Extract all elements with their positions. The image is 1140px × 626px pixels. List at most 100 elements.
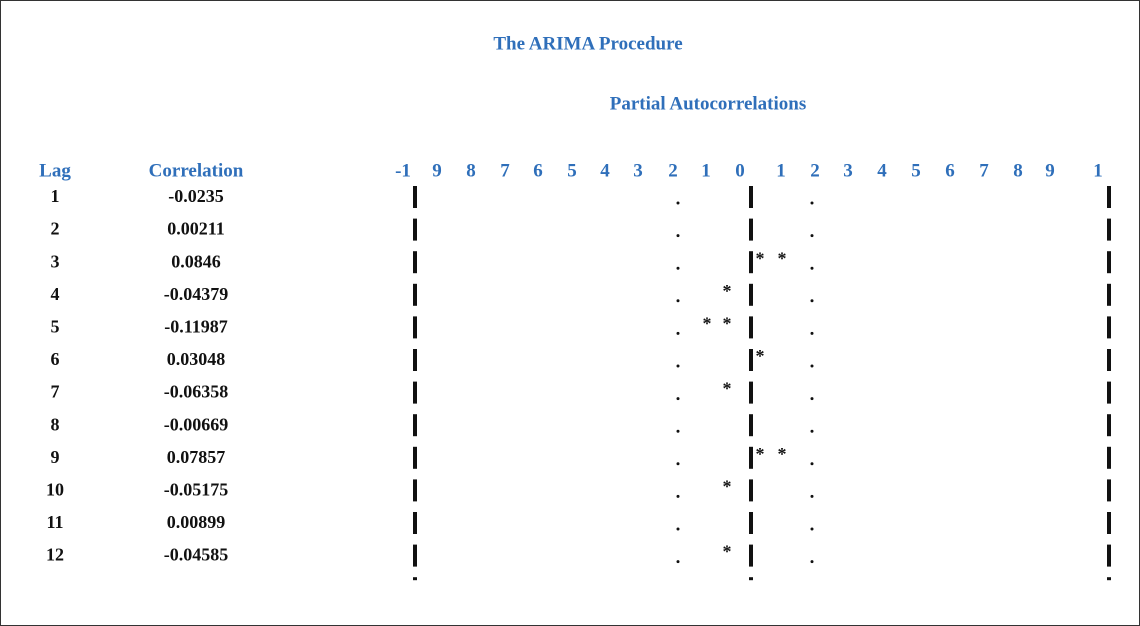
axis-bar <box>749 251 753 274</box>
limit-dot <box>810 364 814 368</box>
star: * <box>723 542 732 562</box>
axis-bar <box>749 544 753 567</box>
axis-bar <box>749 349 753 371</box>
axis-bar-end <box>1107 577 1111 581</box>
lag: 1 <box>51 186 60 206</box>
limit-dot <box>810 462 814 466</box>
scale-label: 2 <box>668 160 678 181</box>
star: * <box>723 477 732 497</box>
lag: 4 <box>51 284 60 304</box>
subtitle: Partial Autocorrelations <box>610 93 806 114</box>
limit-dot <box>676 494 680 498</box>
scale-label: 8 <box>466 160 476 181</box>
axis-bar <box>1107 381 1111 404</box>
axis-bar <box>1107 283 1111 306</box>
correlation: 0.00211 <box>167 219 225 239</box>
scale-label: 6 <box>945 160 955 181</box>
correlation: -0.04379 <box>164 284 229 304</box>
lag: 9 <box>51 447 60 467</box>
correlation: -0.00669 <box>164 414 229 434</box>
limit-dot <box>810 560 814 564</box>
scale-label: 1 <box>701 160 711 181</box>
axis-bar <box>413 186 417 208</box>
axis-bar <box>413 544 417 567</box>
lag: 12 <box>46 545 64 565</box>
title: The ARIMA Procedure <box>493 33 682 54</box>
lag: 5 <box>51 317 60 337</box>
star: * <box>756 346 765 366</box>
axis-bar <box>749 186 753 208</box>
limit-dot <box>810 299 814 303</box>
header-correlation: Correlation <box>149 160 244 181</box>
limit-dot <box>810 234 814 238</box>
limit-dot <box>676 527 680 531</box>
limit-dot <box>810 266 814 270</box>
header-lag: Lag <box>39 160 71 181</box>
limit-dot <box>676 462 680 466</box>
axis-bar <box>413 316 417 339</box>
axis-bar <box>1107 414 1111 437</box>
axis-bar <box>413 349 417 371</box>
axis-bar <box>749 283 753 306</box>
axis-bar <box>1107 316 1111 339</box>
lag: 2 <box>51 219 60 239</box>
scale-label: 4 <box>600 160 610 181</box>
axis-bar <box>1107 512 1111 534</box>
axis-bar-end <box>413 577 417 581</box>
axis-bar <box>1107 349 1111 371</box>
limit-dot <box>810 527 814 531</box>
axis-bar <box>1107 186 1111 208</box>
correlation: 0.03048 <box>167 349 226 369</box>
star: * <box>778 248 787 268</box>
axis-bar <box>749 218 753 241</box>
star: * <box>723 379 732 399</box>
limit-dot <box>676 397 680 401</box>
axis-bar <box>1107 544 1111 567</box>
star: * <box>723 314 732 334</box>
axis-bar <box>413 414 417 437</box>
star: * <box>778 444 787 464</box>
axis-bar <box>413 512 417 534</box>
limit-dot <box>676 331 680 335</box>
limit-dot <box>676 299 680 303</box>
axis-bar <box>749 512 753 534</box>
scale-label: 8 <box>1013 160 1023 181</box>
limit-dot <box>676 560 680 564</box>
lag: 3 <box>51 251 60 271</box>
correlation: 0.00899 <box>167 512 226 532</box>
scale-label: 3 <box>633 160 643 181</box>
axis-bar <box>1107 218 1111 241</box>
limit-dot <box>676 201 680 205</box>
scale-label: 1 <box>776 160 786 181</box>
scale-label: 5 <box>911 160 921 181</box>
scale-label: 1 <box>1093 160 1103 181</box>
axis-bar <box>413 218 417 241</box>
axis-bar <box>749 381 753 404</box>
correlation: -0.0235 <box>168 186 224 206</box>
scale-label: 9 <box>1045 160 1055 181</box>
axis-bar <box>749 414 753 437</box>
lag: 6 <box>51 349 60 369</box>
star: * <box>703 314 712 334</box>
star: * <box>756 444 765 464</box>
limit-dot <box>810 331 814 335</box>
axis-bar <box>749 479 753 502</box>
limit-dot <box>810 494 814 498</box>
correlation: 0.07857 <box>167 447 226 467</box>
axis-bar <box>413 446 417 469</box>
correlation: -0.06358 <box>164 382 229 402</box>
limit-dot <box>676 429 680 433</box>
scale-label: 6 <box>533 160 543 181</box>
axis-bar <box>1107 479 1111 502</box>
scale-label: 0 <box>735 160 745 181</box>
axis-bar <box>413 479 417 502</box>
axis-bar <box>749 446 753 469</box>
limit-dot <box>676 234 680 238</box>
limit-dot <box>676 266 680 270</box>
limit-dot <box>676 364 680 368</box>
correlation: 0.0846 <box>171 251 221 271</box>
scale-label: 7 <box>500 160 510 181</box>
correlation: -0.11987 <box>164 317 228 337</box>
axis-bar <box>413 283 417 306</box>
